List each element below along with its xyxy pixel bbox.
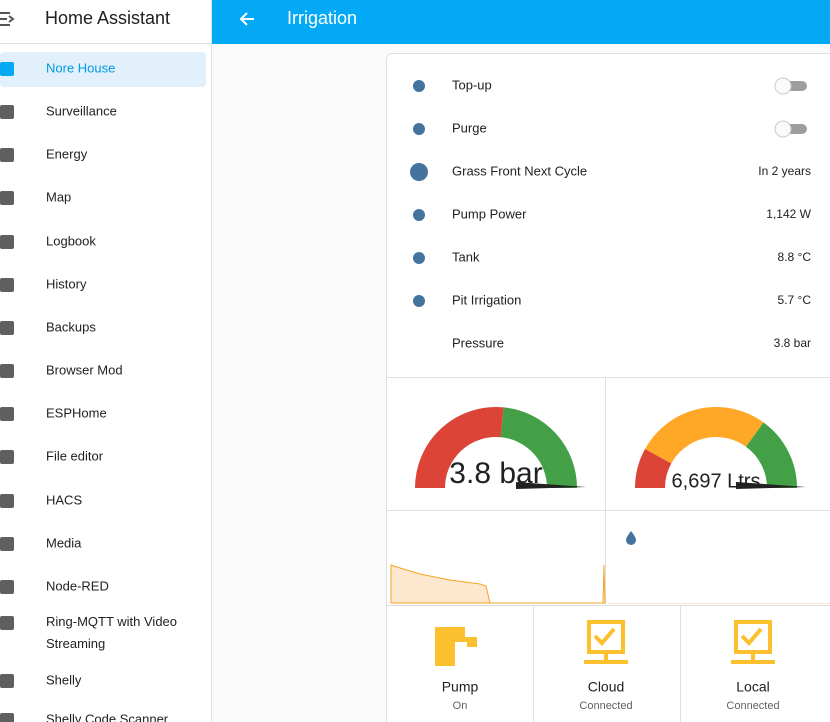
nav-item[interactable]: File editor <box>46 448 104 463</box>
nav-item[interactable]: History <box>46 276 87 291</box>
entity-icon <box>413 80 425 92</box>
nav-item[interactable]: Node-RED <box>46 578 109 593</box>
nav-item[interactable]: HACS <box>46 492 82 507</box>
entity-name: Pressure <box>452 335 504 350</box>
button-icon <box>435 627 477 666</box>
button-state: On <box>453 700 468 712</box>
entity-icon <box>413 123 425 135</box>
entity-name: Top-up <box>452 77 492 92</box>
gauge-segment <box>745 422 797 489</box>
nav-item[interactable]: Nore House <box>46 60 115 75</box>
nav-icon <box>0 191 14 205</box>
nav-icon <box>0 494 14 508</box>
entity-name: Purge <box>452 120 487 135</box>
nav-item[interactable]: Backups <box>46 319 96 334</box>
button-name[interactable]: Local <box>736 679 769 695</box>
nav-icon <box>0 674 14 688</box>
nav-item[interactable]: Ring-MQTT with Video Streaming <box>46 614 177 651</box>
entity-name: Pump Power <box>452 206 527 221</box>
header-title: Irrigation <box>287 8 357 28</box>
card <box>386 53 830 722</box>
nav-icon <box>0 235 14 249</box>
entity-name: Tank <box>452 249 480 264</box>
gauge-segment <box>645 407 764 464</box>
entity-icon <box>413 209 425 221</box>
nav-icon <box>0 450 14 464</box>
nav-item[interactable]: Logbook <box>46 233 96 248</box>
nav-icon <box>0 62 14 76</box>
nav-icon <box>0 713 14 722</box>
nav-icon <box>0 616 14 630</box>
button-name[interactable]: Cloud <box>588 679 625 695</box>
toggle-thumb[interactable] <box>774 120 792 138</box>
gauge-needle <box>516 482 586 489</box>
nav-icon <box>0 148 14 162</box>
header <box>212 0 830 44</box>
nav-item[interactable]: Shelly <box>46 672 82 687</box>
nav-icon <box>0 364 14 378</box>
nav-item[interactable]: Map <box>46 189 71 204</box>
toggle-thumb[interactable] <box>774 77 792 95</box>
nav-icon <box>0 407 14 421</box>
nav-icon <box>0 537 14 551</box>
entity-state: In 2 years <box>758 164 811 178</box>
button-icon <box>731 620 775 664</box>
nav-item[interactable]: Surveillance <box>46 103 117 118</box>
button-name[interactable]: Pump <box>442 679 479 695</box>
entity-state: 1,142 W <box>766 207 811 221</box>
gauge-segment <box>415 407 504 489</box>
entity-icon <box>410 163 428 181</box>
entity-icon <box>413 295 425 307</box>
nav-icon <box>0 278 14 292</box>
button-state: Connected <box>726 700 779 712</box>
nav-active-bg <box>0 52 206 87</box>
entity-state: 3.8 bar <box>774 336 811 350</box>
nav-icon <box>0 580 14 594</box>
entity-state: 5.7 °C <box>778 293 812 307</box>
button-icon <box>584 620 628 664</box>
sidebar <box>0 0 212 722</box>
nav-item[interactable]: ESPHome <box>46 405 107 420</box>
nav-icon <box>0 321 14 335</box>
entity-name: Grass Front Next Cycle <box>452 163 587 178</box>
menu-icon[interactable] <box>0 12 15 26</box>
gauge-value: 6,697 Ltrs <box>672 470 761 492</box>
gauge-segment <box>500 407 577 489</box>
history-graph <box>390 564 606 604</box>
nav-item[interactable]: Browser Mod <box>46 362 123 377</box>
gauge-needle <box>736 482 806 489</box>
nav-item[interactable]: Energy <box>46 146 88 161</box>
card-dividers <box>387 377 830 722</box>
sidebar-title: Home Assistant <box>45 8 170 28</box>
button-state: Connected <box>579 700 632 712</box>
entity-state: 8.8 °C <box>778 250 812 264</box>
entity-icon <box>413 252 425 264</box>
nav-item[interactable]: Media <box>46 535 82 550</box>
entity-name: Pit Irrigation <box>452 292 521 307</box>
nav-icon <box>0 105 14 119</box>
graph-icon <box>626 531 636 545</box>
gauge-segment <box>635 448 672 489</box>
nav-item[interactable]: Shelly Code Scanner <box>46 711 169 722</box>
gauge-value: 3.8 bar <box>449 457 542 490</box>
back-button[interactable] <box>239 12 254 26</box>
